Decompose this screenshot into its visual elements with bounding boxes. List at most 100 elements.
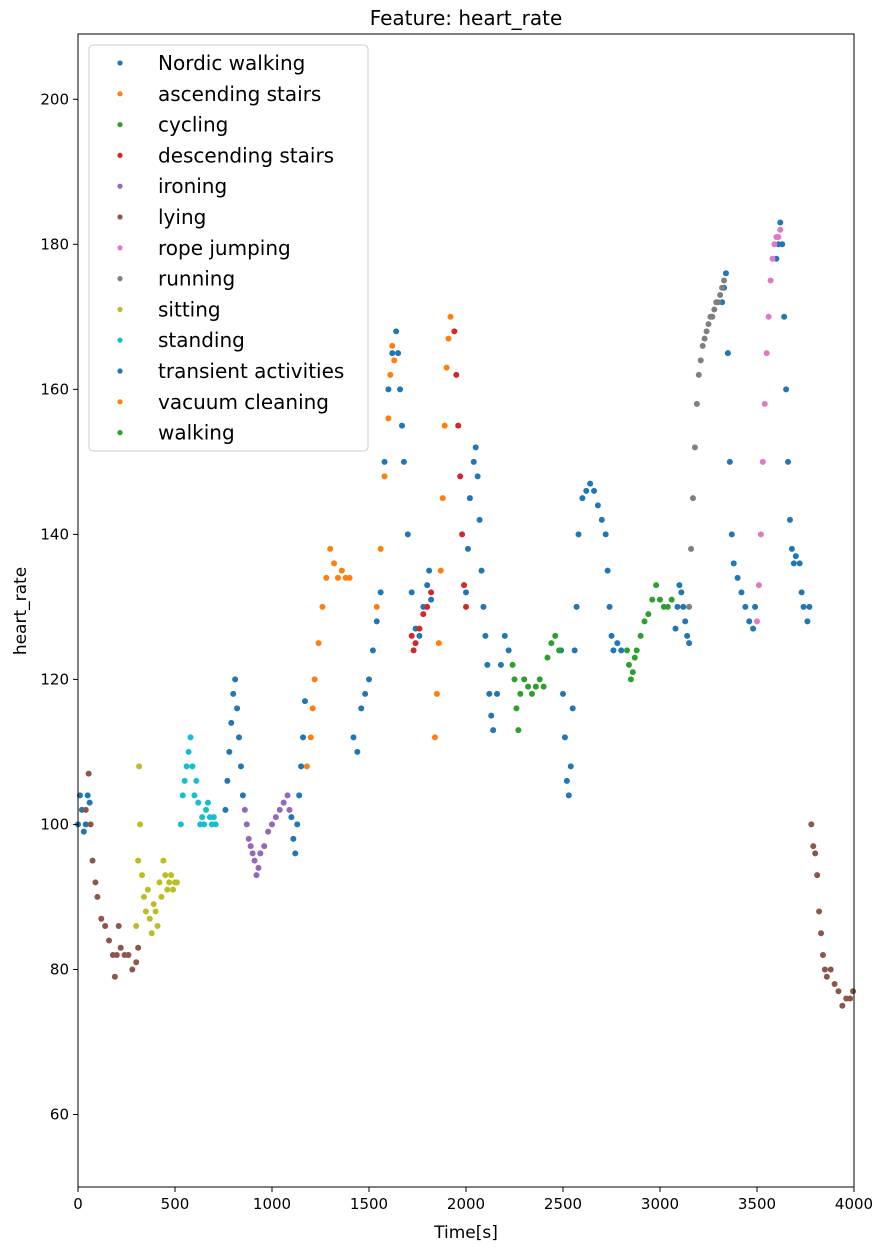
data-point xyxy=(428,596,435,603)
data-point xyxy=(835,988,842,995)
data-point xyxy=(276,806,283,813)
data-point xyxy=(236,734,243,741)
legend-label: lying xyxy=(158,205,206,229)
data-point xyxy=(307,734,314,741)
data-point xyxy=(497,661,504,668)
data-point xyxy=(565,792,572,799)
data-point xyxy=(319,603,326,610)
data-point xyxy=(162,872,169,879)
x-tick-label: 1000 xyxy=(253,1195,291,1213)
legend-label: cycling xyxy=(158,113,228,137)
data-point xyxy=(230,690,237,697)
data-point xyxy=(777,226,784,233)
data-point xyxy=(193,777,200,784)
data-point xyxy=(362,690,369,697)
data-point xyxy=(204,799,211,806)
data-point xyxy=(668,596,675,603)
data-point xyxy=(709,313,716,320)
data-point xyxy=(373,603,380,610)
data-point xyxy=(195,799,202,806)
data-point xyxy=(303,763,310,770)
data-point xyxy=(451,328,458,335)
data-point xyxy=(672,625,679,632)
data-point xyxy=(750,625,757,632)
data-point xyxy=(389,350,396,357)
data-point xyxy=(239,792,246,799)
data-point xyxy=(571,647,578,654)
legend: Nordic walking ascending stairs cycling des… xyxy=(88,44,369,452)
data-point xyxy=(301,698,308,705)
data-point xyxy=(594,502,601,509)
data-point xyxy=(168,872,175,879)
data-point xyxy=(717,292,724,299)
data-point xyxy=(245,835,252,842)
x-tick-label: 3500 xyxy=(738,1195,776,1213)
data-point xyxy=(556,647,563,654)
legend-label: walking xyxy=(158,421,235,445)
data-point xyxy=(796,560,803,567)
y-tick-label: 140 xyxy=(40,525,69,543)
data-point xyxy=(241,806,248,813)
data-point xyxy=(288,814,295,821)
y-tick-label: 200 xyxy=(40,90,69,108)
data-point xyxy=(476,516,483,523)
legend-label: running xyxy=(158,267,235,291)
data-point xyxy=(521,676,528,683)
data-point xyxy=(397,386,404,393)
data-point xyxy=(201,821,208,828)
data-point xyxy=(232,676,239,683)
data-point xyxy=(381,458,388,465)
data-point xyxy=(424,603,431,610)
legend-marker xyxy=(117,214,123,220)
data-point xyxy=(629,669,636,676)
data-point xyxy=(185,748,192,755)
data-point xyxy=(136,763,143,770)
y-tick-label: 120 xyxy=(40,670,69,688)
data-point xyxy=(633,647,640,654)
data-point xyxy=(734,574,741,581)
data-point xyxy=(653,582,660,589)
data-point xyxy=(113,951,120,958)
data-point xyxy=(152,908,159,915)
data-point xyxy=(728,531,735,538)
data-point xyxy=(850,988,857,995)
data-point xyxy=(228,719,235,726)
data-point xyxy=(212,821,219,828)
data-point xyxy=(443,364,450,371)
scatter-points xyxy=(75,219,857,1009)
data-point xyxy=(115,922,122,929)
data-point xyxy=(575,531,582,538)
data-point xyxy=(350,734,357,741)
data-point xyxy=(170,886,177,893)
data-point xyxy=(798,589,805,596)
data-point xyxy=(135,944,142,951)
data-point xyxy=(785,458,792,465)
data-point xyxy=(369,647,376,654)
data-point xyxy=(455,422,462,429)
legend-label: transient activities xyxy=(158,359,344,383)
data-point xyxy=(472,444,479,451)
data-point xyxy=(800,603,807,610)
data-point xyxy=(294,821,301,828)
x-axis-ticks: 0 500 1000 1500 2000 2500 3000 3500 4000 xyxy=(73,1187,873,1213)
data-point xyxy=(234,705,241,712)
data-point xyxy=(441,422,448,429)
legend-label: sitting xyxy=(158,297,221,321)
data-point xyxy=(358,705,365,712)
data-point xyxy=(381,473,388,480)
data-point xyxy=(488,712,495,719)
data-point xyxy=(591,487,598,494)
data-point xyxy=(769,255,776,262)
data-point xyxy=(292,850,299,857)
data-point xyxy=(106,937,113,944)
legend-marker xyxy=(117,91,123,97)
legend-marker xyxy=(117,368,123,374)
data-point xyxy=(847,995,854,1002)
data-point xyxy=(831,980,838,987)
data-point xyxy=(142,908,149,915)
data-point xyxy=(164,886,171,893)
x-tick-label: 3000 xyxy=(641,1195,679,1213)
legend-marker xyxy=(117,122,123,128)
data-point xyxy=(637,632,644,639)
data-point xyxy=(338,567,345,574)
